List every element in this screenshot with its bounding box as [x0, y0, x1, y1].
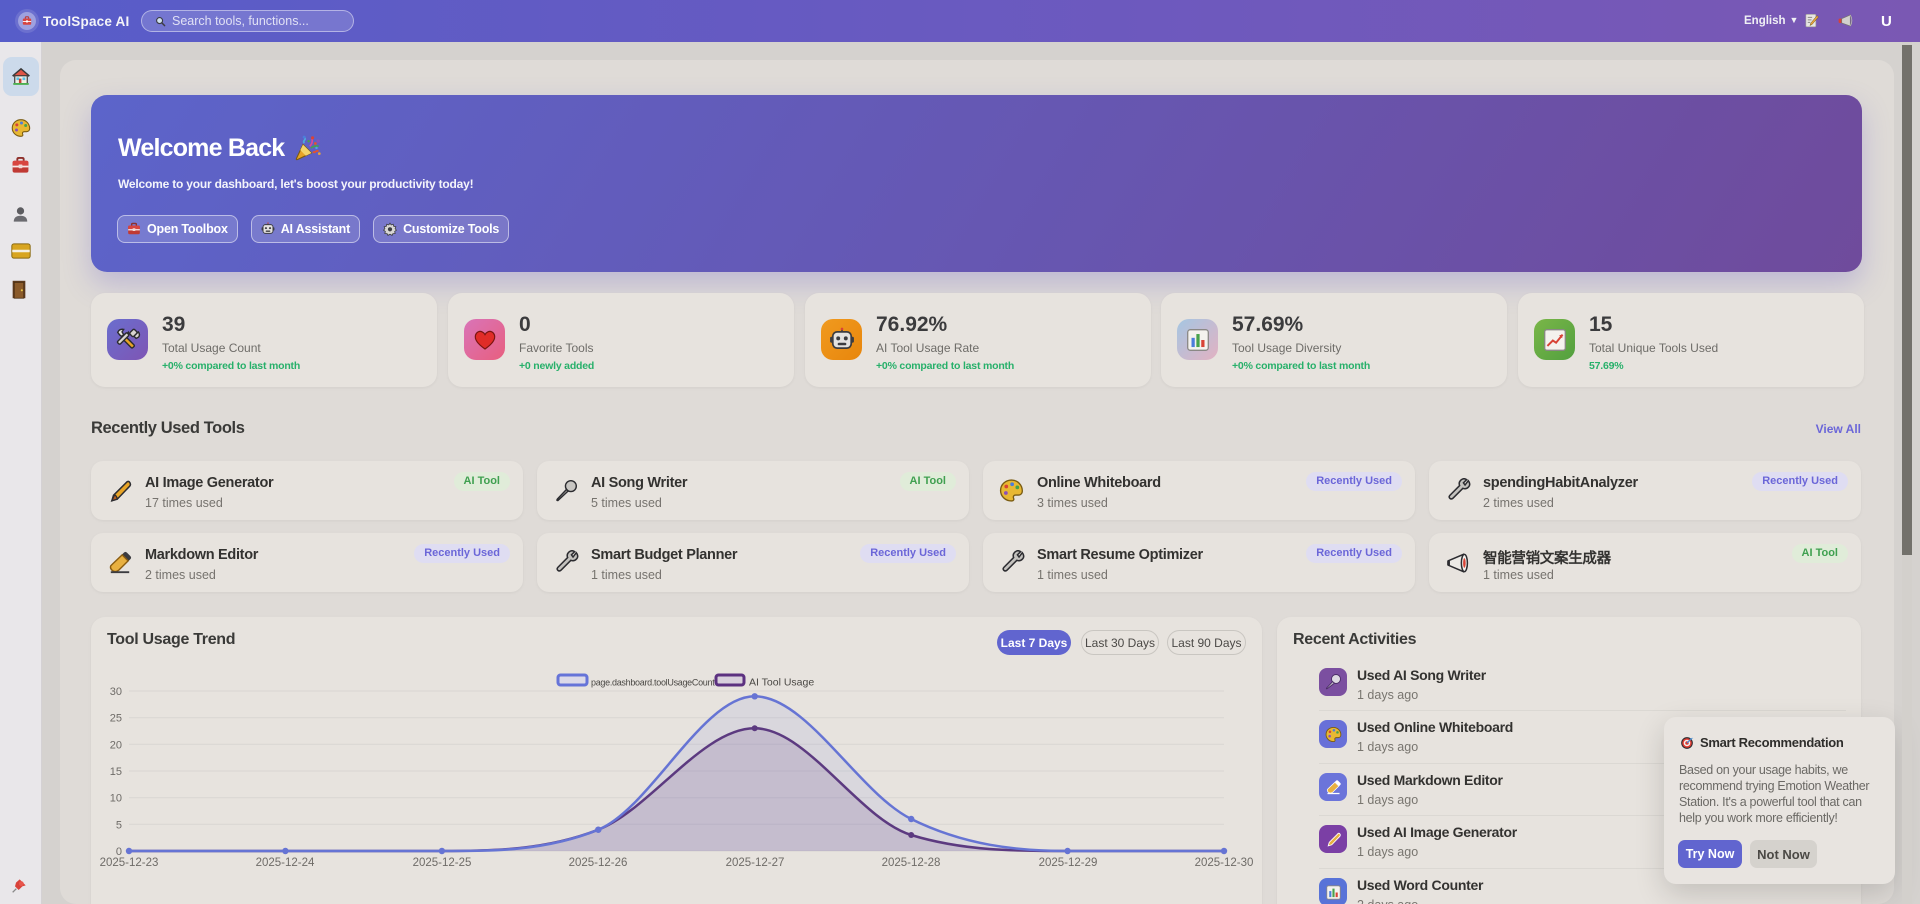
- svg-text:2025-12-24: 2025-12-24: [256, 857, 315, 869]
- svg-text:20: 20: [110, 739, 122, 751]
- svg-text:2025-12-28: 2025-12-28: [882, 857, 941, 869]
- svg-text:2025-12-23: 2025-12-23: [100, 857, 159, 869]
- svg-text:2025-12-27: 2025-12-27: [726, 857, 785, 869]
- svg-text:15: 15: [110, 766, 122, 778]
- svg-text:2025-12-26: 2025-12-26: [569, 857, 628, 869]
- svg-text:5: 5: [116, 819, 122, 831]
- svg-text:25: 25: [110, 713, 122, 725]
- svg-text:2025-12-29: 2025-12-29: [1039, 857, 1098, 869]
- svg-text:2025-12-25: 2025-12-25: [413, 857, 472, 869]
- svg-text:30: 30: [110, 686, 122, 698]
- svg-text:10: 10: [110, 793, 122, 805]
- svg-text:2025-12-30: 2025-12-30: [1195, 857, 1254, 869]
- svg-text:page.dashboard.toolUsageCount: page.dashboard.toolUsageCount: [591, 678, 715, 688]
- svg-text:AI Tool Usage: AI Tool Usage: [749, 677, 814, 689]
- svg-text:0: 0: [116, 846, 122, 858]
